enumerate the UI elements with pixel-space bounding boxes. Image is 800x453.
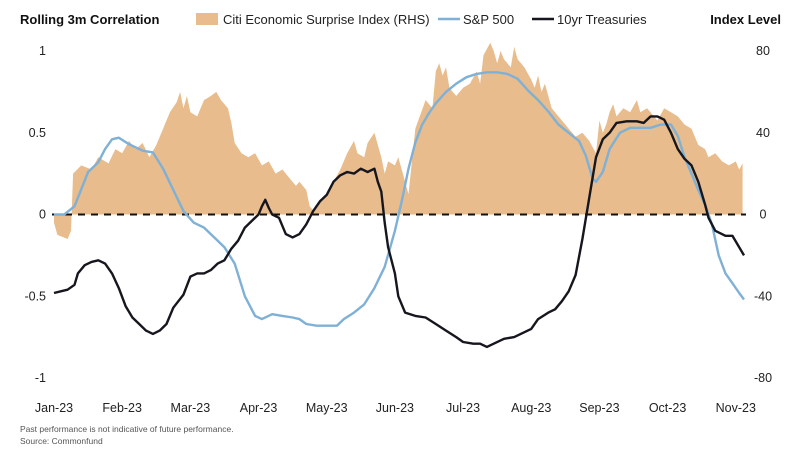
- legend-label-10yr: 10yr Treasuries: [557, 12, 647, 27]
- x-tick-label: Aug-23: [511, 401, 551, 415]
- y-right-title: Index Level: [710, 12, 781, 27]
- y-right-tick-label: -40: [754, 289, 772, 303]
- legend-label-sp500: S&P 500: [463, 12, 514, 27]
- legend-label-citi: Citi Economic Surprise Index (RHS): [223, 12, 430, 27]
- x-tick-label: Oct-23: [649, 401, 687, 415]
- y-right-tick-label: -80: [754, 371, 772, 385]
- y-left-title: Rolling 3m Correlation: [20, 12, 159, 27]
- legend: Citi Economic Surprise Index (RHS) S&P 5…: [196, 12, 647, 27]
- x-tick-label: Jan-23: [35, 401, 73, 415]
- x-tick-label: Mar-23: [171, 401, 211, 415]
- x-tick-label: Feb-23: [102, 401, 142, 415]
- x-tick-label: Sep-23: [579, 401, 619, 415]
- y-right-tick-label: 0: [760, 208, 767, 222]
- y-left-tick-label: -1: [35, 371, 46, 385]
- series-line-10yr: [53, 115, 746, 349]
- series-line-sp500: [54, 71, 745, 327]
- series-area-citi: [54, 42, 743, 239]
- footnote-disclaimer: Past performance is not indicative of fu…: [20, 424, 234, 434]
- line-layer: [53, 71, 746, 349]
- y-left-tick-label: 0.5: [29, 126, 46, 140]
- area-layer: [54, 42, 743, 239]
- footnote-source: Source: Commonfund: [20, 436, 103, 446]
- x-tick-label: Jul-23: [446, 401, 480, 415]
- x-tick-label: Nov-23: [716, 401, 756, 415]
- x-tick-layer: Jan-23 Feb-23 Mar-23 Apr-23 May-23 Jun-23 Jul-…: [35, 401, 756, 415]
- y-right-tick-layer: 80 40 0 -40 -80: [754, 44, 772, 385]
- y-left-tick-label: 1: [39, 44, 46, 58]
- x-tick-label: Jun-23: [376, 401, 414, 415]
- y-left-tick-label: 0: [39, 208, 46, 222]
- y-left-tick-label: -0.5: [24, 289, 46, 303]
- x-tick-label: Apr-23: [240, 401, 278, 415]
- y-right-tick-label: 80: [756, 44, 770, 58]
- y-left-tick-layer: 1 0.5 0 -0.5 -1: [24, 44, 46, 385]
- x-tick-label: May-23: [306, 401, 348, 415]
- legend-swatch-citi: [196, 13, 218, 25]
- y-right-tick-label: 40: [756, 126, 770, 140]
